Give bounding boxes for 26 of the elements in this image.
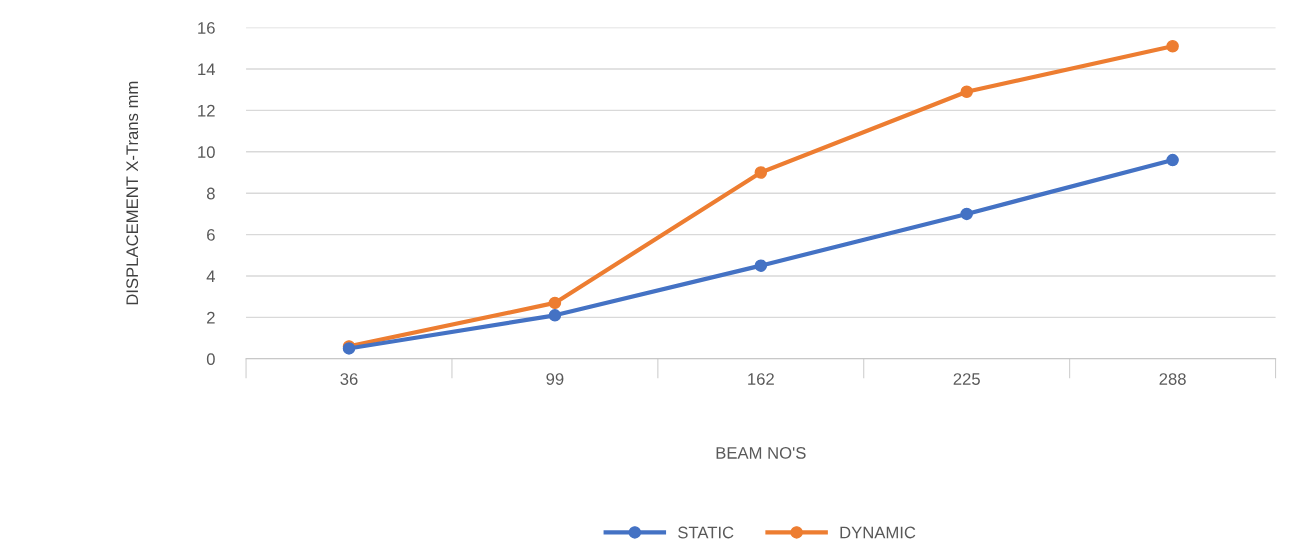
y-axis-title: DISPLACEMENT X-Trans mm xyxy=(126,81,139,305)
y-tick-label: 14 xyxy=(198,63,216,76)
point xyxy=(960,85,973,99)
y-tick-label: 12 xyxy=(198,104,215,117)
x-tick-label: 225 xyxy=(953,373,980,385)
point xyxy=(1166,153,1179,167)
y-tick-label: 0 xyxy=(206,353,215,365)
y-tick-label: 8 xyxy=(206,187,215,200)
point xyxy=(754,166,768,179)
x-axis-title: BEAM NO'S xyxy=(716,447,806,459)
x-tick-label: 162 xyxy=(748,373,774,385)
y-tick-label: 4 xyxy=(206,270,216,283)
point xyxy=(754,259,768,272)
y-tick-label: 16 xyxy=(198,22,215,34)
point xyxy=(548,296,562,310)
point xyxy=(960,207,973,221)
point xyxy=(548,309,562,322)
y-tick-label: 6 xyxy=(207,229,215,241)
y-tick-label: 10 xyxy=(198,146,215,158)
point xyxy=(1166,39,1179,53)
legend-label: STATIC xyxy=(678,526,734,539)
x-tick-label: 288 xyxy=(1159,373,1186,385)
x-tick-label: 99 xyxy=(546,373,564,385)
y-tick-label: 2 xyxy=(207,311,215,324)
legend-label: DYNAMIC xyxy=(840,526,916,539)
x-tick-label: 36 xyxy=(340,373,358,385)
